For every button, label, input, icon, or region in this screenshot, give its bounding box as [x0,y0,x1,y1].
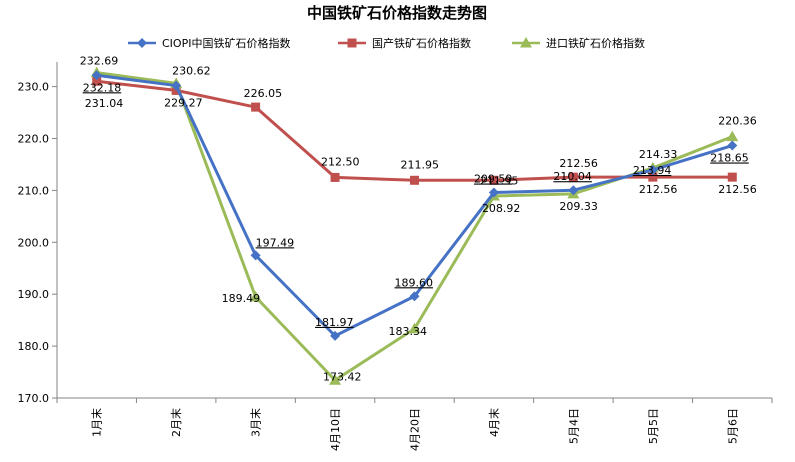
data-label: 220.36 [718,115,757,128]
legend-entry: 国产铁矿石价格指数 [372,36,471,50]
legend-marker [137,38,147,48]
x-tick-label: 1月末 [90,408,104,437]
data-point [91,70,102,81]
y-tick-label: 200.0 [18,236,50,249]
data-label: 181.97 [315,316,354,329]
data-label: 197.49 [256,236,295,249]
x-tick-label: 4月末 [487,408,501,437]
data-point [330,172,340,182]
data-label: 212.56 [639,183,678,196]
data-point [726,130,739,142]
data-label: 209.33 [559,200,598,213]
data-label: 189.60 [395,276,434,289]
data-point [330,330,341,341]
data-point [488,187,499,198]
data-label: 183.34 [389,325,428,338]
data-point [648,172,658,182]
y-tick-label: 190.0 [18,288,50,301]
data-label: 218.65 [710,152,749,165]
data-label: 214.33 [639,148,678,161]
x-tick-label: 2月末 [169,408,183,437]
x-tick-label: 4月10日 [329,408,342,451]
data-label: 209.59 [474,173,513,186]
data-point [410,175,419,185]
legend-marker [347,38,357,48]
y-tick-label: 210.0 [18,184,50,197]
data-label: 230.62 [172,64,211,77]
series-layer [90,66,739,385]
x-tick-label: 5月6日 [726,408,739,444]
chart-title: 中国铁矿石价格指数走势图 [307,4,487,22]
y-tick-label: 220.0 [18,133,50,146]
data-label: 213.94 [633,164,672,177]
data-point [568,172,578,182]
data-label: 229.27 [164,96,203,109]
data-labels: 232.18 197.49 181.97 189.60 209.59 210.04 213.… [80,55,757,384]
data-label: 232.18 [83,81,122,94]
data-point [409,291,420,302]
data-label: 212.56 [559,157,598,170]
x-tick-label: 3月末 [249,408,263,437]
data-point [249,290,262,302]
data-point [727,140,738,151]
data-point [727,172,737,182]
data-point [408,322,421,334]
data-point [568,185,579,196]
legend-entry: CIOPI中国铁矿石价格指数 [162,36,290,50]
y-tick-label: 180.0 [18,340,50,353]
x-tick-label: 5月4日 [567,408,580,444]
data-point [329,374,342,385]
data-point [647,164,658,175]
y-tick-label: 230.0 [18,81,50,94]
data-label: 210.04 [553,170,592,183]
x-tick-label: 4月20日 [409,408,422,451]
legend-entry: 进口铁矿石价格指数 [546,36,645,50]
data-point [250,250,261,261]
data-label: 232.69 [80,55,119,68]
data-label: 212.50 [321,155,360,168]
data-label: 226.05 [244,87,283,100]
data-label: 212.56 [718,183,757,196]
data-label: 173.42 [323,370,362,383]
data-label: 211.95 [401,158,440,171]
axes: 170.0 180.0 190.0 200.0 210.0 220.0 230.0 1月末 2月… [18,62,773,451]
data-point [92,76,102,86]
legend-marker [520,37,532,48]
y-tick-label: 170.0 [18,392,50,405]
data-label: 189.49 [222,292,261,305]
data-point [489,175,499,185]
legend: CIOPI中国铁矿石价格指数 国产铁矿石价格指数 进口铁矿石价格指数 [128,36,645,50]
data-label: 208.92 [482,202,521,215]
data-label: 231.04 [85,97,124,110]
data-label: 211.95 [480,174,519,187]
x-tick-label: 5月5日 [647,408,660,444]
data-point [171,80,182,91]
data-point [251,102,261,112]
